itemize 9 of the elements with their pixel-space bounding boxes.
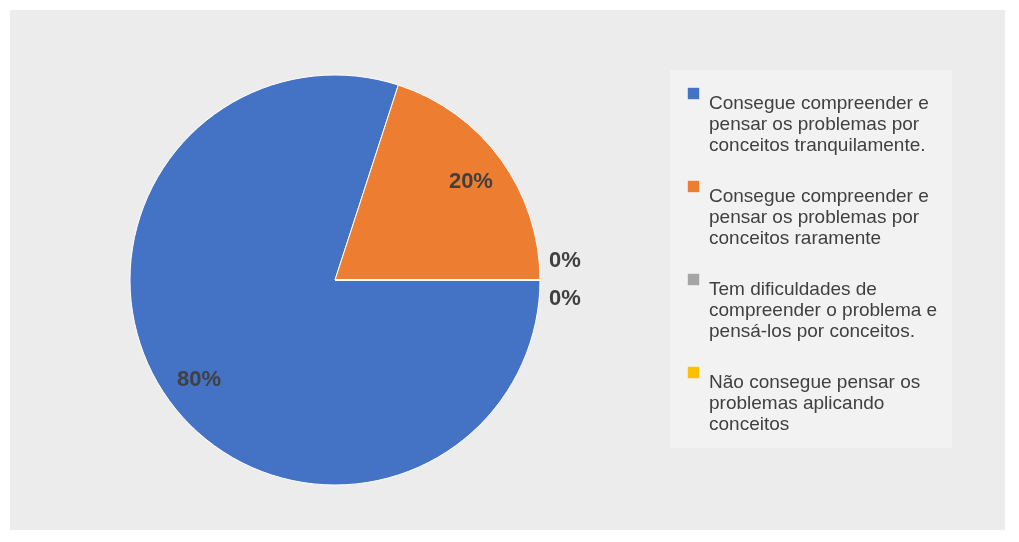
data-label: 20% <box>448 168 493 194</box>
legend-label: Consegue compreender e pensar os problemas por conceitos raramente <box>709 184 929 248</box>
legend-label: Não consegue pensar os problemas aplicando conceitos <box>709 370 921 434</box>
text: 0% <box>549 247 581 272</box>
pie-slice <box>129 74 541 486</box>
legend-label: Consegue compreender e pensar os problemas por conceitos tranquilamente. <box>709 91 929 155</box>
data-label: 80% <box>177 365 222 391</box>
text: 0% <box>549 285 581 310</box>
legend-label: Tem dificuldades de compreender o problema e pensá-los por conceitos. <box>709 277 938 341</box>
